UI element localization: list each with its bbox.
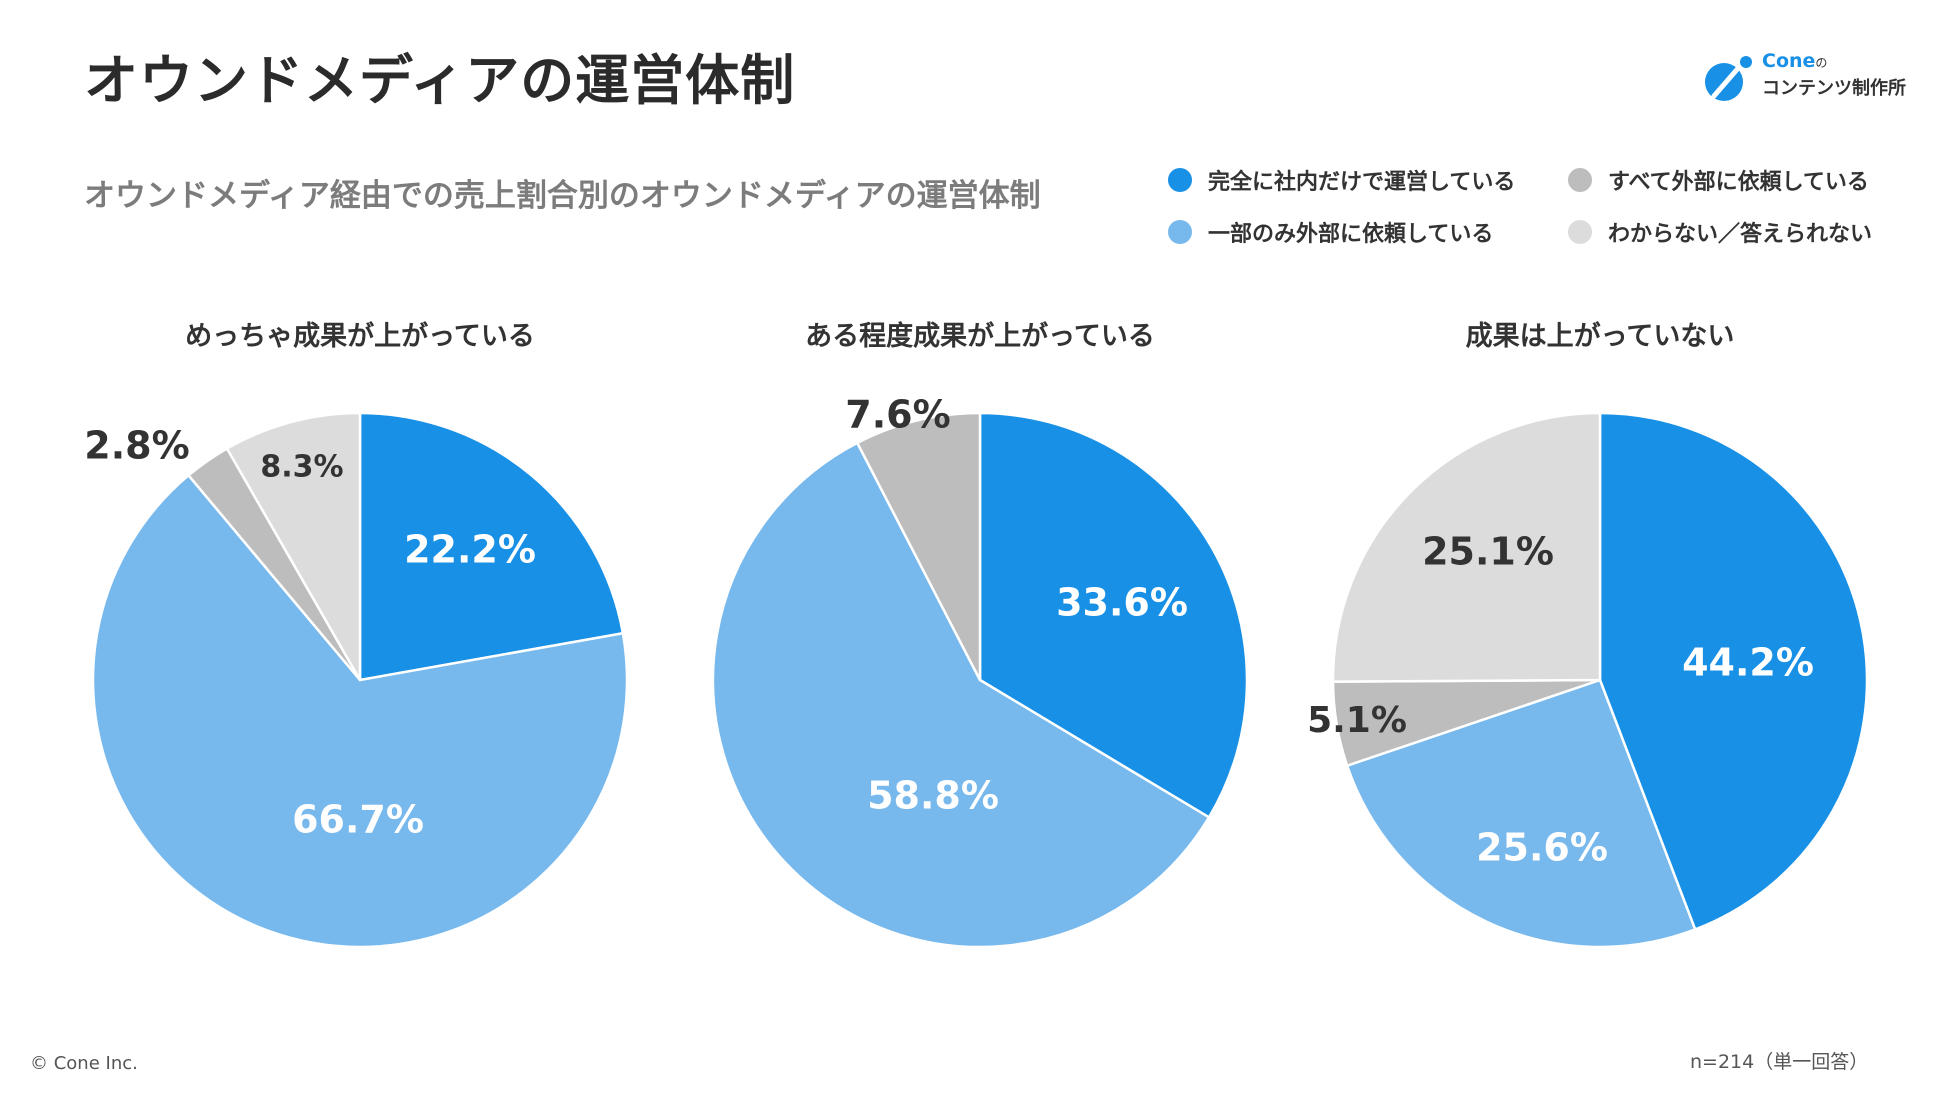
sample-note: n=214（単一回答） [1690,1051,1869,1073]
legend-item-unknown: わからない／答えられない [1568,216,1872,248]
legend-item-all-outsourced: すべて外部に依頼している [1568,164,1869,196]
pie-label-2-1: 33.6% [1056,581,1188,625]
logo-particle: の [1815,56,1828,70]
pie-slice-2-3 [856,411,982,682]
pie-label-3-2: 25.6% [1476,826,1608,870]
pie-label-1-2: 66.7% [292,798,424,842]
brand-logo: Coneの コンテンツ制作所 [1700,48,1940,108]
pie-label-1-4: 8.3% [260,450,343,485]
legend-swatch-all-outsourced [1568,168,1592,192]
pie-label-3-4: 25.1% [1422,530,1554,574]
pie-chart-title: ある程度成果が上がっている [805,320,1155,352]
legend-label-unknown: わからない／答えられない [1608,222,1873,247]
pie-slice-1-1 [358,411,625,682]
pie-slice-3-4 [1331,411,1602,683]
chart-subtitle: オウンドメディア経由での売上割合別のオウンドメディアの運営体制 [84,178,1041,214]
pie-charts: めっちゃ成果が上がっている 22.2% 66.7% 2.8% 8.3% ある程度成果が上が… [84,320,1869,949]
pie-label-3-3: 5.1% [1307,700,1407,741]
pie-chart-title: めっちゃ成果が上がっている [185,320,535,352]
pie-label-3-1: 44.2% [1682,641,1814,685]
pie-chart-3: 成果は上がっていない 44.2% 25.6% 5.1% 25.1% [1307,320,1869,949]
legend-item-in-house: 完全に社内だけで運営している [1168,164,1515,196]
legend-label-all-outsourced: すべて外部に依頼している [1608,170,1869,195]
pie-slice-2-1 [978,411,1249,819]
logo-brand: Cone [1762,50,1816,72]
legend-label-in-house: 完全に社内だけで運営している [1208,170,1516,195]
pie-label-1-1: 22.2% [404,528,536,572]
pie-chart-title: 成果は上がっていない [1466,320,1735,352]
copyright: © Cone Inc. [30,1053,138,1074]
pie-label-1-3: 2.8% [84,424,189,468]
pie-slice-1-4 [225,411,362,682]
legend-swatch-unknown [1568,220,1592,244]
logo-text: Coneの [1762,50,1827,72]
pie-slice-3-2 [1345,678,1697,949]
legend: 完全に社内だけで運営している すべて外部に依頼している 一部のみ外部に依頼してい… [1168,164,1928,264]
legend-item-partly-outsourced: 一部のみ外部に依頼している [1168,216,1493,248]
pie-label-2-2: 58.8% [867,774,999,818]
pie-slice-2-2 [711,441,1211,949]
pie-chart-2: ある程度成果が上がっている 33.6% 58.8% 7.6% [711,320,1249,949]
legend-swatch-partly-outsourced [1168,220,1192,244]
pie-slice-1-2 [91,474,629,949]
cone-logo-icon [1705,56,1752,101]
logo-subtitle: コンテンツ制作所 [1762,78,1906,99]
pie-slice-3-1 [1598,411,1869,931]
legend-swatch-in-house [1168,168,1192,192]
pie-chart-1: めっちゃ成果が上がっている 22.2% 66.7% 2.8% 8.3% [84,320,629,949]
legend-label-partly-outsourced: 一部のみ外部に依頼している [1208,222,1494,247]
page-title: オウンドメディアの運営体制 [84,49,796,112]
pie-label-2-3: 7.6% [845,393,950,437]
